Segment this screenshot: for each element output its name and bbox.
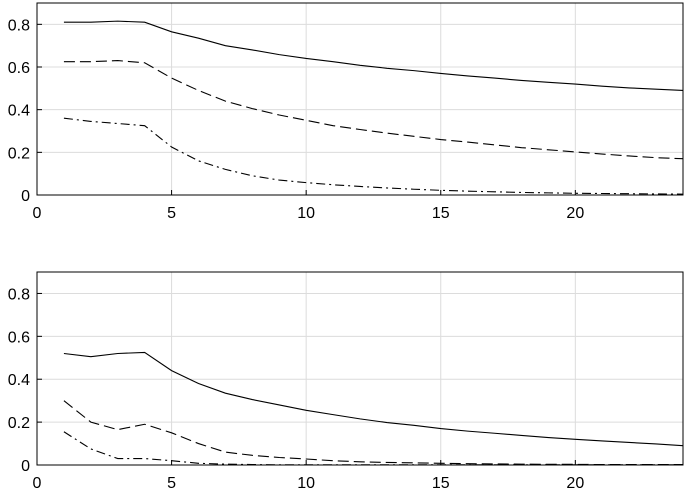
y-tick-label: 0.8 — [8, 286, 30, 303]
y-tick-label: 0.4 — [8, 103, 30, 120]
y-tick-label: 0.8 — [8, 17, 30, 34]
y-tick-label: 0.4 — [8, 372, 30, 389]
series-line-dashdot — [63, 431, 683, 466]
x-tick-label: 10 — [297, 475, 315, 492]
series-line-solid — [63, 20, 684, 92]
x-tick-label: 5 — [167, 475, 176, 492]
y-tick-label: 0 — [21, 458, 30, 475]
y-tick-label: 0.6 — [8, 60, 30, 77]
plot-frame — [36, 271, 684, 466]
y-tick-label: 0.2 — [8, 415, 30, 432]
x-tick-label: 15 — [432, 475, 450, 492]
x-tick-label: 20 — [566, 205, 584, 222]
series-line-dashdot — [63, 117, 684, 195]
x-tick-label: 0 — [33, 475, 42, 492]
x-tick-label: 0 — [33, 205, 42, 222]
x-tick-label: 15 — [432, 205, 450, 222]
x-tick-label: 10 — [297, 205, 315, 222]
series-line-solid — [63, 351, 684, 447]
x-tick-label: 20 — [566, 475, 584, 492]
series-line-dashed — [63, 60, 684, 160]
series-line-dashed — [63, 400, 683, 466]
y-tick-label: 0 — [21, 188, 30, 205]
top-line-chart: 0 5 10 15 20 0 0.2 0.4 0.6 0.8 — [8, 2, 684, 222]
y-tick-label: 0.2 — [8, 145, 30, 162]
plot-frame — [36, 2, 684, 196]
x-tick-label: 5 — [167, 205, 176, 222]
y-tick-label: 0.6 — [8, 329, 30, 346]
bottom-line-chart: 0 5 10 15 20 0 0.2 0.4 0.6 0.8 — [8, 271, 684, 492]
